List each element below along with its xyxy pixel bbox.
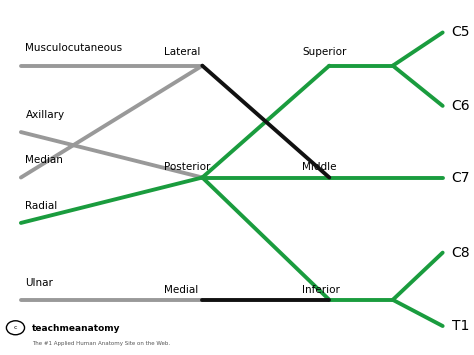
Text: c: c	[14, 325, 17, 330]
Text: Radial: Radial	[26, 201, 58, 211]
Text: Superior: Superior	[302, 47, 346, 57]
Text: The #1 Applied Human Anatomy Site on the Web.: The #1 Applied Human Anatomy Site on the…	[32, 341, 170, 346]
Text: C5: C5	[452, 26, 470, 39]
Text: Medial: Medial	[164, 285, 198, 295]
Text: Inferior: Inferior	[302, 285, 340, 295]
Text: T1: T1	[452, 319, 469, 333]
Text: Posterior: Posterior	[164, 162, 210, 172]
Text: C8: C8	[452, 246, 470, 260]
Text: Musculocutaneous: Musculocutaneous	[26, 43, 123, 54]
Text: Ulnar: Ulnar	[26, 278, 54, 288]
Text: teachmeanatomy: teachmeanatomy	[32, 324, 121, 333]
Text: Middle: Middle	[302, 162, 337, 172]
Text: Lateral: Lateral	[164, 47, 200, 57]
Text: C6: C6	[452, 99, 470, 113]
Text: C7: C7	[452, 170, 470, 185]
Text: Axillary: Axillary	[26, 110, 64, 120]
Text: Median: Median	[26, 155, 64, 165]
